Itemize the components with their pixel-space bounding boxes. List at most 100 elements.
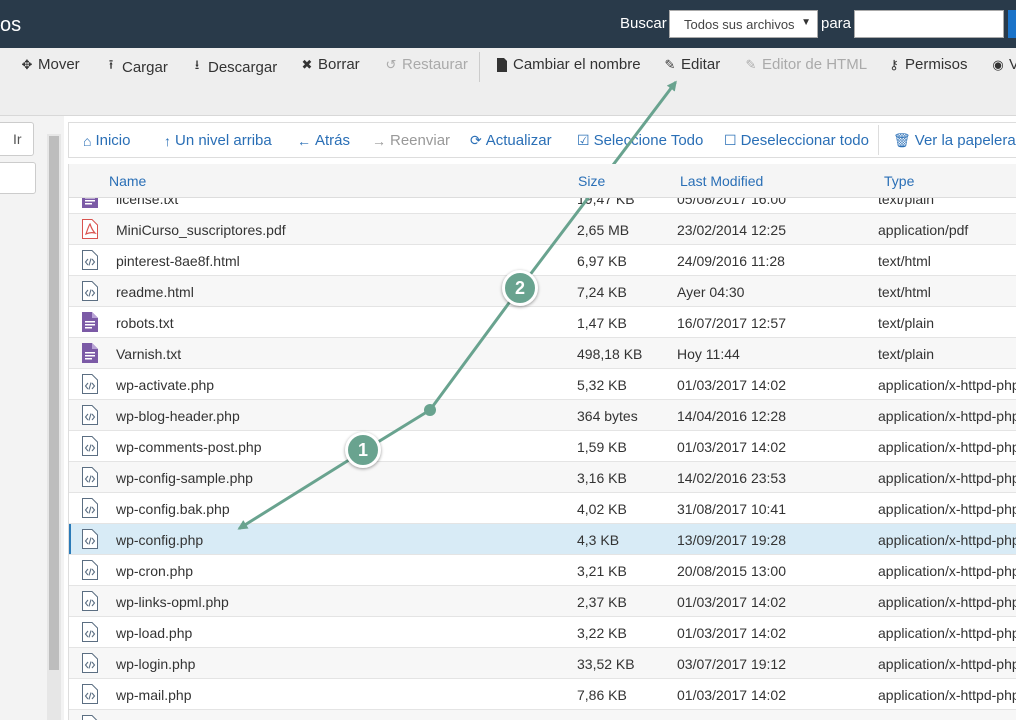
table-row[interactable] xyxy=(69,710,1016,720)
file-name: pinterest-8ae8f.html xyxy=(116,253,240,269)
file-name: wp-activate.php xyxy=(116,377,215,393)
file-table: Name Size Last Modified Type license.txt… xyxy=(68,164,1016,720)
file-modified: 24/09/2016 11:28 xyxy=(677,253,785,269)
file-name: wp-login.php xyxy=(116,656,196,672)
file-name: wp-links-opml.php xyxy=(116,594,229,610)
code-file-icon xyxy=(82,498,98,518)
search-input[interactable] xyxy=(854,10,1004,38)
tree-scrollbar[interactable] xyxy=(47,134,61,720)
back-button[interactable]: ← Atrás xyxy=(297,132,350,149)
file-size: 2,65 MB xyxy=(577,222,630,238)
download-icon: ⭳ xyxy=(194,57,200,72)
file-size: 364 bytes xyxy=(577,408,638,424)
column-size-header[interactable]: Size xyxy=(578,173,606,189)
column-modified-header[interactable]: Last Modified xyxy=(680,173,764,189)
download-button[interactable]: ⭳ Descargar xyxy=(190,56,277,78)
go-button[interactable]: Ir xyxy=(0,122,34,156)
delete-button[interactable]: ✖ Borrar xyxy=(300,56,360,73)
para-label: para xyxy=(821,15,852,32)
file-name: wp-config.bak.php xyxy=(116,501,230,517)
column-name-header[interactable]: Name xyxy=(109,173,147,189)
eye-icon: ◉ xyxy=(992,56,1004,72)
file-name: wp-blog-header.php xyxy=(116,408,240,424)
file-type: application/x-httpd-php xyxy=(878,687,1016,703)
search-scope-select[interactable]: Todos sus archivos ▼ xyxy=(669,10,818,38)
edit-button[interactable]: ✎ Editar xyxy=(663,56,721,73)
file-name: MiniCurso_suscriptores.pdf xyxy=(116,222,286,238)
file-size: 7,86 KB xyxy=(577,687,627,703)
table-row[interactable]: wp-mail.php 7,86 KB 01/03/2017 14:02 applic… xyxy=(69,679,1016,710)
caret-down-icon: ▼ xyxy=(801,17,811,28)
table-row[interactable]: wp-links-opml.php 2,37 KB 01/03/2017 14:02… xyxy=(69,586,1016,617)
download-label: Descargar xyxy=(208,58,278,76)
table-row[interactable]: pinterest-8ae8f.html 6,97 KB 24/09/2016 11… xyxy=(69,245,1016,276)
arrow-up-icon: ↑ xyxy=(164,132,171,149)
undo-icon: ↺ xyxy=(385,56,397,72)
search-go-button[interactable] xyxy=(1008,10,1016,38)
text-file-icon xyxy=(82,343,98,363)
table-row[interactable]: wp-blog-header.php 364 bytes 14/04/2016 12… xyxy=(69,400,1016,431)
table-row[interactable]: wp-config.bak.php 4,02 KB 31/08/2017 10:41… xyxy=(69,493,1016,524)
code-file-icon xyxy=(82,250,98,270)
view-trash-button[interactable]: 🗑 Ver la papelera xyxy=(893,132,1016,149)
navigation-bar: ⌂ Inicio ↑ Un nivel arriba ← Atrás → Ree… xyxy=(68,122,1016,158)
deselect-all-button[interactable]: ☐ Deseleccionar todo xyxy=(724,132,869,149)
file-size: 6,97 KB xyxy=(577,253,627,269)
table-row[interactable]: wp-load.php 3,22 KB 01/03/2017 14:02 applic… xyxy=(69,617,1016,648)
file-type: text/plain xyxy=(878,346,935,362)
home-button[interactable]: ⌂ Inicio xyxy=(83,132,131,149)
restore-button[interactable]: ↺ Restaurar xyxy=(384,56,468,73)
table-row[interactable]: wp-cron.php 3,21 KB 20/08/2015 13:00 applic… xyxy=(69,555,1016,586)
table-row[interactable]: wp-config.php 4,3 KB 13/09/2017 19:28 appli… xyxy=(69,524,1016,555)
table-row[interactable]: Varnish.txt 498,18 KB Hoy 11:44 text/plain xyxy=(69,338,1016,369)
file-size: 4,02 KB xyxy=(577,501,627,517)
table-row[interactable]: wp-comments-post.php 1,59 KB 01/03/2017 14… xyxy=(69,431,1016,462)
left-pane: Ir xyxy=(0,116,64,720)
code-file-icon xyxy=(82,622,98,642)
forward-button[interactable]: → Reenviar xyxy=(372,132,450,149)
table-row[interactable]: wp-config-sample.php 3,16 KB 14/02/2016 23… xyxy=(69,462,1016,493)
view-button[interactable]: ◉ V xyxy=(991,56,1016,73)
upload-icon: ⭱ xyxy=(108,57,114,72)
file-type: application/x-httpd-php xyxy=(878,625,1016,641)
file-name: wp-mail.php xyxy=(116,687,192,703)
table-row[interactable]: wp-login.php 33,52 KB 03/07/2017 19:12 appl… xyxy=(69,648,1016,679)
file-type: application/pdf xyxy=(878,222,969,238)
code-file-icon xyxy=(82,281,98,301)
forward-label: Reenviar xyxy=(390,132,451,149)
html-editor-button[interactable]: ✎ Editor de HTML xyxy=(744,56,868,73)
arrow-left-icon: ← xyxy=(297,132,311,149)
file-size: 33,52 KB xyxy=(577,656,635,672)
tree-scrollbar-thumb[interactable] xyxy=(49,136,59,670)
nav-divider xyxy=(878,125,879,155)
file-name: wp-config-sample.php xyxy=(116,470,253,486)
file-modified: 03/07/2017 19:12 xyxy=(677,656,786,672)
arrow-right-icon: → xyxy=(372,132,386,149)
file-modified: 01/03/2017 14:02 xyxy=(677,625,786,641)
file-name: robots.txt xyxy=(116,315,174,331)
move-button[interactable]: ✥ Mover xyxy=(20,56,80,73)
rename-button[interactable]: Cambiar el nombre xyxy=(495,56,641,73)
code-file-icon xyxy=(82,560,98,580)
table-header: Name Size Last Modified Type xyxy=(69,164,1016,198)
file-modified: 01/03/2017 14:02 xyxy=(677,439,786,455)
file-type: application/x-httpd-php xyxy=(878,594,1016,610)
up-level-button[interactable]: ↑ Un nivel arriba xyxy=(164,132,272,149)
refresh-button[interactable]: ⟳ Actualizar xyxy=(470,132,552,149)
permissions-button[interactable]: ⚷ Permisos xyxy=(887,56,967,73)
toolbar-divider xyxy=(479,52,480,82)
column-type-header[interactable]: Type xyxy=(884,173,915,189)
table-row[interactable]: readme.html 7,24 KB Ayer 04:30 text/html xyxy=(69,276,1016,307)
file-size: 3,22 KB xyxy=(577,625,627,641)
upload-label: Cargar xyxy=(122,58,168,76)
table-row[interactable]: wp-activate.php 5,32 KB 01/03/2017 14:02 ap… xyxy=(69,369,1016,400)
folder-path-input[interactable] xyxy=(0,162,36,194)
select-all-button[interactable]: ☑ Seleccione Todo xyxy=(577,132,703,149)
table-row[interactable]: robots.txt 1,47 KB 16/07/2017 12:57 text/pl… xyxy=(69,307,1016,338)
text-file-icon xyxy=(82,312,98,332)
refresh-label: Actualizar xyxy=(485,132,552,149)
table-row[interactable]: MiniCurso_suscriptores.pdf 2,65 MB 23/02/2… xyxy=(69,214,1016,245)
upload-button[interactable]: ⭱ Cargar xyxy=(104,56,168,78)
file-type: text/html xyxy=(878,253,931,269)
file-type: application/x-httpd-php xyxy=(878,377,1016,393)
